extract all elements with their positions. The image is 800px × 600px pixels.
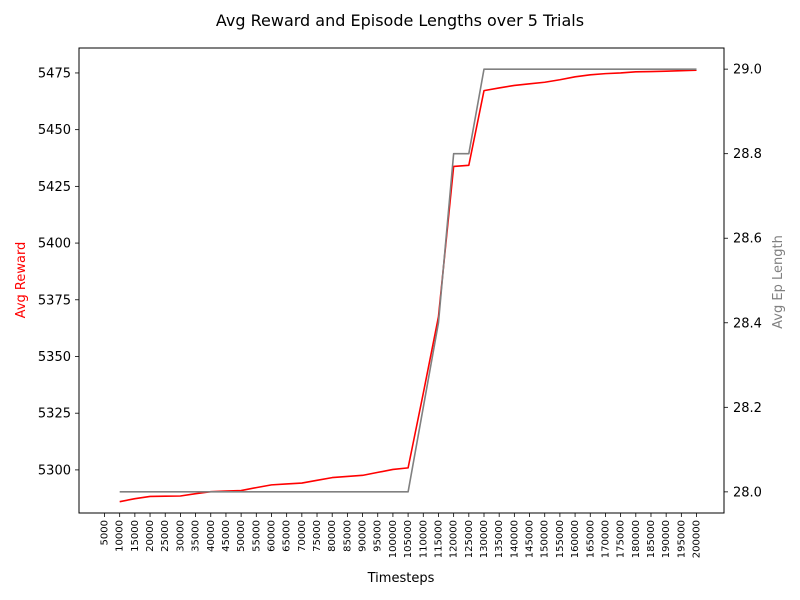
- x-tick-label: 90000: [358, 520, 369, 552]
- x-tick-label: 165000: [585, 520, 596, 558]
- left-y-tick-label: 5375: [38, 293, 71, 308]
- series-layer: [119, 68, 697, 503]
- right-y-tick-label: 28.6: [733, 232, 762, 247]
- left-y-tick-label: 5475: [38, 66, 71, 81]
- x-tick-label: 180000: [631, 520, 642, 558]
- x-tick-label: 100000: [388, 520, 399, 558]
- left-y-tick-label: 5450: [38, 123, 71, 138]
- right-y-tick-label: 29.0: [733, 63, 762, 78]
- x-tick-label: 95000: [373, 520, 384, 552]
- left-y-axis-label: Avg Reward: [14, 242, 29, 319]
- x-tick-label: 85000: [342, 520, 353, 552]
- x-tick-label: 135000: [494, 520, 505, 558]
- left-y-tick-label: 5325: [38, 407, 71, 422]
- x-tick-label: 185000: [646, 520, 657, 558]
- x-tick-label: 80000: [327, 520, 338, 552]
- x-tick-label: 130000: [479, 520, 490, 558]
- x-tick-label: 200000: [692, 520, 703, 558]
- x-tick-label: 170000: [600, 520, 611, 558]
- x-tick-label: 20000: [145, 520, 156, 552]
- right-y-tick-label: 28.2: [733, 401, 762, 416]
- right-y-axis-label: Avg Ep Length: [771, 235, 786, 329]
- x-tick-label: 45000: [221, 520, 232, 552]
- x-tick-label: 195000: [676, 520, 687, 558]
- right-y-tick-label: 28.0: [733, 485, 762, 500]
- x-tick-label: 65000: [282, 520, 293, 552]
- chart-title: Avg Reward and Episode Lengths over 5 Tr…: [216, 11, 584, 30]
- x-tick-label: 70000: [297, 520, 308, 552]
- right-y-tick-label: 28.4: [733, 316, 762, 331]
- x-axis-ticks: 5000 10000 15000 20000 25000 30000 35000 40000 4…: [100, 513, 703, 558]
- x-tick-label: 160000: [570, 520, 581, 558]
- x-tick-label: 30000: [175, 520, 186, 552]
- avg-ep-length-line: [119, 68, 697, 493]
- x-tick-label: 50000: [236, 520, 247, 552]
- x-tick-label: 15000: [130, 520, 141, 552]
- left-y-tick-label: 5425: [38, 180, 71, 195]
- x-tick-label: 75000: [312, 520, 323, 552]
- plot-frame: [78, 47, 725, 514]
- right-y-tick-label: 28.8: [733, 147, 762, 162]
- x-tick-label: 5000: [100, 520, 111, 545]
- x-tick-label: 150000: [540, 520, 551, 558]
- x-tick-label: 40000: [206, 520, 217, 552]
- x-axis-label: Timesteps: [367, 571, 435, 586]
- x-tick-label: 10000: [115, 520, 126, 552]
- x-tick-label: 25000: [160, 520, 171, 552]
- x-tick-label: 105000: [403, 520, 414, 558]
- right-y-axis-ticks: 28.0 28.2 28.4 28.6 28.8 29.0: [724, 63, 762, 500]
- left-y-axis-ticks: 5300 5325 5350 5375 5400 5425 5450 5475: [38, 66, 79, 478]
- left-y-tick-label: 5300: [38, 463, 71, 478]
- x-tick-label: 190000: [661, 520, 672, 558]
- x-tick-label: 55000: [251, 520, 262, 552]
- x-tick-label: 125000: [464, 520, 475, 558]
- left-y-tick-label: 5400: [38, 237, 71, 252]
- x-tick-label: 120000: [449, 520, 460, 558]
- x-tick-label: 35000: [191, 520, 202, 552]
- x-tick-label: 115000: [433, 520, 444, 558]
- x-tick-label: 140000: [509, 520, 520, 558]
- x-tick-label: 110000: [418, 520, 429, 558]
- x-tick-label: 175000: [616, 520, 627, 558]
- x-tick-label: 145000: [525, 520, 536, 558]
- x-tick-label: 155000: [555, 520, 566, 558]
- left-y-tick-label: 5350: [38, 350, 71, 365]
- x-tick-label: 60000: [266, 520, 277, 552]
